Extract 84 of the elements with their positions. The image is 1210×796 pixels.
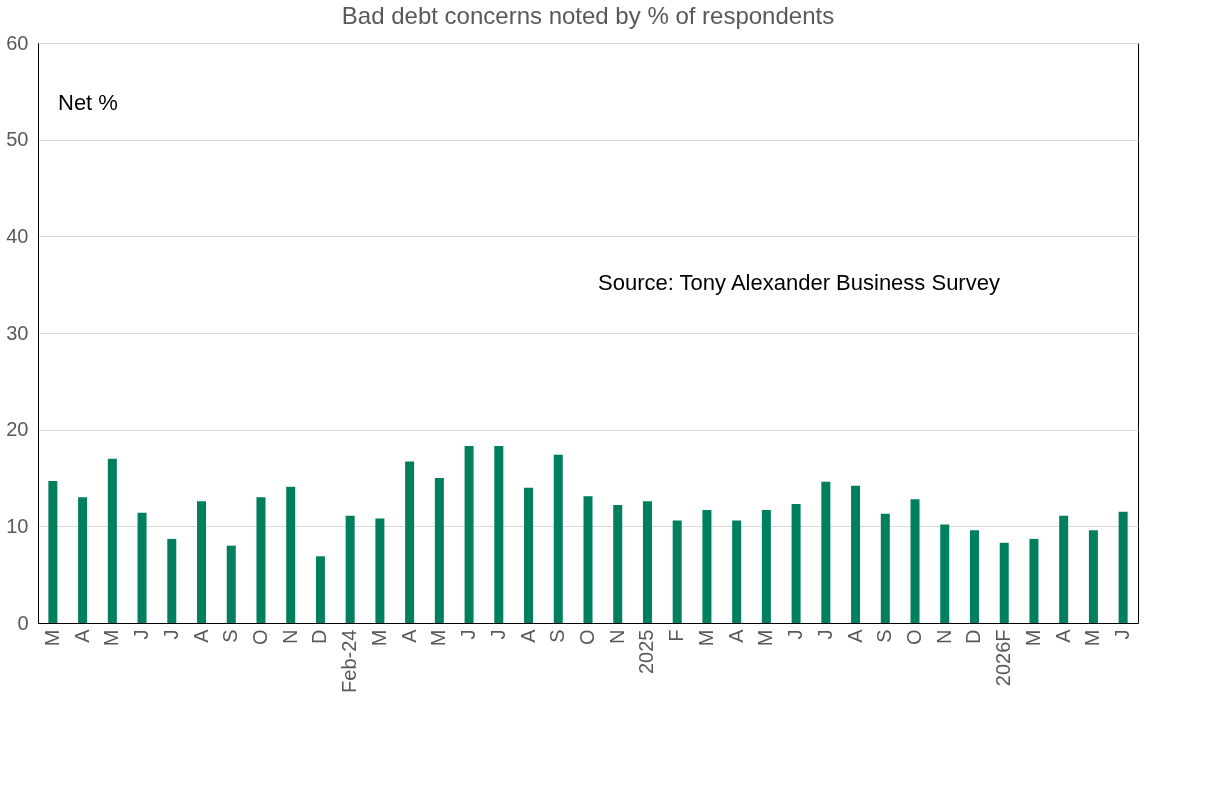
x-tick-label: M [1021, 629, 1044, 647]
bar [434, 478, 444, 623]
bar [494, 446, 504, 623]
bar [345, 515, 355, 623]
bar [1029, 538, 1039, 623]
bar [969, 530, 979, 623]
bar [48, 480, 58, 623]
x-tick-label: 2026F [992, 629, 1015, 687]
bar [583, 496, 593, 623]
y-tick-label: 30 [6, 321, 29, 344]
bar [1088, 530, 1098, 623]
x-tick-label: M [427, 629, 450, 647]
y-tick-label: 20 [6, 418, 29, 441]
bar [553, 454, 563, 623]
x-tick-label: J [130, 629, 153, 640]
x-tick-label: M [40, 629, 63, 647]
x-tick-label: A [397, 628, 420, 643]
annotation: Net % [58, 90, 118, 115]
y-tick-label: 0 [17, 611, 29, 634]
y-tick-label: 10 [6, 514, 29, 537]
x-tick-label: J [457, 629, 480, 640]
annotation: Source: Tony Alexander Business Survey [598, 270, 1000, 295]
x-tick-label: Feb-24 [338, 629, 361, 693]
x-tick-label: D [962, 629, 985, 644]
bar [464, 446, 474, 623]
x-tick-label: J [784, 629, 807, 640]
y-tick-label: 50 [6, 128, 29, 151]
x-tick-label: S [219, 629, 242, 643]
bar [375, 518, 385, 623]
y-tick-label: 40 [6, 224, 29, 247]
bar [315, 556, 325, 623]
x-tick-label: M [1081, 629, 1104, 647]
bar [524, 487, 534, 623]
x-tick-label: S [546, 629, 569, 643]
bar [226, 545, 236, 623]
x-tick-label: S [873, 629, 896, 643]
x-tick-label: O [903, 629, 926, 646]
bar [167, 538, 177, 623]
x-tick-label: A [70, 628, 93, 643]
bar [405, 461, 415, 623]
bar [821, 481, 831, 623]
x-tick-label: N [605, 629, 628, 644]
x-tick-label: F [665, 629, 688, 642]
bar [672, 520, 682, 623]
bar [702, 509, 712, 623]
bar [1118, 511, 1128, 623]
chart-title: Bad debt concerns noted by % of respondents [341, 2, 835, 29]
bar [613, 505, 623, 623]
x-tick-label: N [932, 629, 955, 644]
x-tick-label: D [308, 629, 331, 644]
bar [791, 504, 801, 623]
x-tick-label: O [248, 629, 271, 646]
bar [642, 501, 652, 623]
x-tick-label: A [724, 628, 747, 643]
x-tick-label: N [278, 629, 301, 644]
x-tick-label: 2025 [635, 629, 658, 674]
bar [256, 497, 266, 623]
x-tick-label: A [843, 628, 866, 643]
x-tick-label: J [1111, 629, 1134, 640]
x-tick-label: O [576, 629, 598, 646]
bar [78, 497, 88, 623]
bar [910, 499, 920, 623]
bar [197, 501, 207, 623]
bar [880, 513, 890, 623]
x-tick-label: A [516, 628, 539, 643]
x-tick-label: M [694, 629, 717, 647]
x-tick-label: J [486, 629, 509, 640]
x-tick-label: M [367, 629, 390, 647]
bar [940, 524, 950, 623]
y-tick-label: 60 [6, 31, 29, 54]
x-tick-label: M [100, 629, 123, 647]
bar [107, 458, 117, 623]
bar [999, 542, 1009, 623]
x-tick-label: A [189, 628, 212, 643]
x-tick-label: J [813, 629, 836, 640]
x-tick-label: J [159, 629, 182, 640]
bar [732, 520, 742, 623]
x-tick-label: A [1051, 628, 1074, 643]
bar [761, 509, 771, 623]
x-tick-label: M [754, 629, 777, 647]
bar [286, 486, 296, 623]
bar [851, 485, 861, 623]
bar [137, 512, 147, 623]
bar [1059, 515, 1069, 623]
